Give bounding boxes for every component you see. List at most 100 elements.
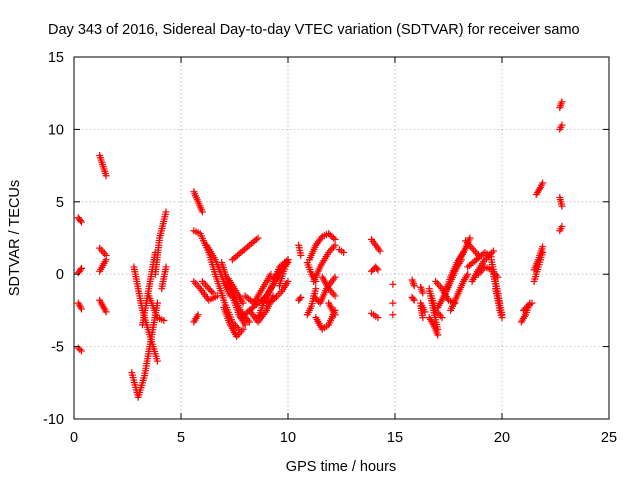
x-tick-label: 10 [280, 430, 296, 446]
y-tick-labels: -10 -5 0 5 10 15 [43, 50, 64, 428]
data-point [297, 293, 305, 301]
data-point [202, 281, 210, 289]
data-point [209, 289, 217, 297]
data-point [297, 251, 305, 259]
data-point [252, 235, 260, 243]
data-point [410, 296, 418, 304]
data-point [433, 279, 441, 287]
data-point [522, 304, 530, 312]
data-point [466, 234, 474, 242]
data-point [296, 295, 304, 303]
data-point [284, 277, 292, 285]
y-tick-label: -5 [51, 340, 64, 356]
data-point [162, 263, 170, 271]
data-point [374, 314, 382, 322]
data-point [539, 179, 547, 187]
data-point [436, 312, 444, 320]
data-point [331, 241, 339, 249]
x-tick-label: 0 [70, 430, 78, 446]
data-point [389, 311, 397, 319]
grid-lines [74, 57, 609, 419]
data-point [331, 273, 339, 281]
data-point [244, 316, 252, 324]
data-point [208, 288, 216, 296]
data-point [374, 266, 382, 274]
data-point [245, 318, 253, 326]
data-points [74, 98, 566, 401]
y-tick-label: 10 [48, 122, 64, 138]
data-point [421, 308, 429, 316]
data-point [329, 290, 337, 298]
data-point [489, 247, 497, 255]
data-point [328, 245, 336, 253]
y-tick-label: 15 [48, 50, 64, 66]
data-point [198, 277, 206, 285]
x-axis-label: GPS time / hours [286, 459, 396, 475]
data-point [274, 291, 282, 299]
data-point [419, 289, 427, 297]
data-point [419, 314, 427, 322]
data-point [254, 234, 262, 242]
data-point [498, 314, 506, 322]
data-point [77, 305, 85, 313]
data-point [376, 247, 384, 255]
data-point [194, 311, 202, 319]
data-point [77, 218, 85, 226]
axis-ticks [73, 56, 610, 420]
x-tick-labels: 0 5 10 15 20 25 [70, 430, 617, 446]
data-point [329, 234, 337, 242]
data-point [389, 280, 397, 288]
data-point [558, 98, 566, 106]
data-point [239, 325, 247, 333]
data-point [102, 172, 110, 180]
y-axis-label: SDTVAR / TECUs [7, 180, 23, 296]
data-point [328, 288, 336, 296]
data-point [102, 308, 110, 316]
data-point [76, 345, 84, 353]
data-point [539, 243, 547, 251]
data-point [191, 279, 199, 287]
data-point [162, 208, 170, 216]
data-point [331, 311, 339, 319]
data-point [528, 299, 536, 307]
y-tick-label: 0 [56, 267, 64, 283]
data-point [435, 310, 443, 318]
x-tick-label: 20 [494, 430, 510, 446]
data-point [198, 208, 206, 216]
data-point [241, 321, 249, 329]
x-tick-label: 5 [177, 430, 185, 446]
data-point [160, 317, 168, 325]
chart-title: Day 343 of 2016, Sidereal Day-to-day VTE… [48, 22, 580, 38]
x-tick-label: 25 [601, 430, 617, 446]
data-point [153, 357, 161, 365]
data-point [100, 250, 108, 258]
data-point [464, 270, 472, 278]
data-point [284, 256, 292, 264]
data-point [331, 292, 339, 300]
data-point [438, 314, 446, 322]
data-point [558, 121, 566, 129]
data-point [77, 264, 85, 272]
data-point [471, 248, 479, 256]
data-point [96, 244, 104, 252]
data-point [435, 281, 443, 289]
data-point [432, 277, 440, 285]
data-point [193, 281, 201, 289]
data-point [434, 331, 442, 339]
data-point [97, 246, 105, 254]
data-point [190, 277, 198, 285]
data-point [373, 264, 381, 272]
data-point [409, 295, 417, 303]
y-tick-label: -10 [43, 412, 64, 428]
x-tick-label: 15 [387, 430, 403, 446]
data-point [200, 279, 208, 287]
data-point [102, 256, 110, 264]
data-point [99, 248, 107, 256]
data-point [239, 299, 247, 307]
data-point [558, 202, 566, 210]
data-point [558, 222, 566, 230]
data-point [272, 293, 280, 301]
data-point [76, 217, 84, 225]
data-point [76, 266, 84, 274]
